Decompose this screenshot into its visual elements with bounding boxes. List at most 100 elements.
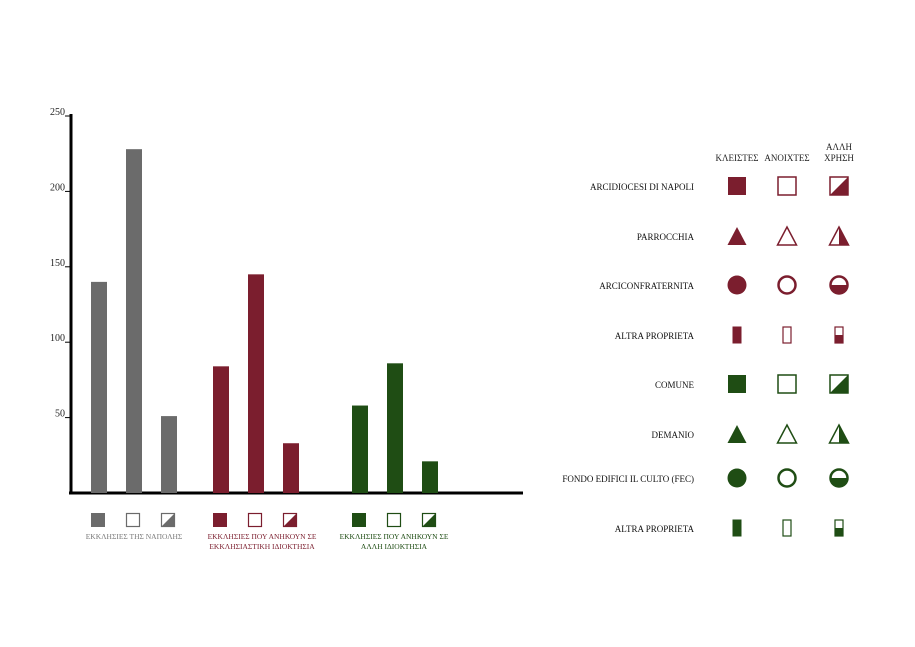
legend-symbol-rect-half (834, 519, 844, 537)
bar (91, 281, 107, 493)
legend-symbol-circle-filled (727, 275, 747, 295)
legend-symbol-circle-empty (777, 275, 797, 295)
legend-row-label: ALTRA PROPRIETA (615, 331, 695, 341)
symbol-square (728, 375, 746, 393)
legend-symbol-square-half (829, 176, 849, 196)
symbol-triangle (776, 225, 798, 246)
legend-symbol-rect-filled (732, 326, 742, 344)
y-tick-label: 250 (50, 107, 65, 118)
legend-row-label: FONDO EDIFICI IL CULTO (FEC) (562, 474, 694, 484)
y-axis: 50 100 150 200 250 (50, 107, 523, 495)
group-legend-label: ΕΚΚΛΗΣΙΕΣ ΠΟΥ ΑΝΗΚΟΥΝ ΣΕ (340, 532, 449, 541)
symbol-square-fill (830, 177, 848, 195)
symbol-circle (777, 468, 797, 488)
bar (352, 405, 368, 493)
symbol-square (728, 177, 746, 195)
symbol-rect (732, 326, 742, 344)
symbol-triangle (727, 227, 747, 245)
symbol-rect-outline (834, 326, 844, 344)
legend-symbol-triangle-empty (776, 423, 798, 444)
symbol-square-outline (829, 374, 849, 394)
symbol-rect-fill (834, 528, 844, 537)
bar (422, 461, 438, 493)
legend-symbol-circle-empty (777, 468, 797, 488)
legend-column-header: ΚΛΕΙΣΤΕΣ (716, 153, 759, 163)
group-legend-swatch (160, 512, 176, 528)
symbol-rect (732, 519, 742, 537)
legend-symbol-circle-filled (727, 468, 747, 488)
group-legend-swatch (247, 512, 263, 528)
symbol-circle (727, 275, 747, 295)
bar (161, 416, 177, 493)
symbol-circle (727, 468, 747, 488)
group-legend-swatch (91, 513, 105, 527)
legend-row-label: ARCICONFRATERNITA (599, 281, 694, 291)
symbol-circle-outline (829, 468, 849, 488)
legend-symbol-rect-half (834, 326, 844, 344)
symbol-rect-fill (834, 335, 844, 344)
legend-symbol-rect-empty (782, 519, 792, 537)
symbol-rect (782, 326, 792, 344)
bar (283, 443, 299, 493)
legend-symbol-triangle-empty (776, 225, 798, 246)
group-legend-label: ΕΚΚΛΗΣΙΕΣ ΠΟΥ ΑΝΗΚΟΥΝ ΣΕ (208, 532, 317, 541)
group-legend-swatch (421, 512, 437, 528)
symbol-square (777, 176, 797, 196)
bar (126, 149, 142, 493)
group-legend-swatch-fill (161, 513, 175, 527)
symbol-square-fill (830, 375, 848, 393)
bar (213, 366, 229, 493)
legend-row-label: ALTRA PROPRIETA (615, 524, 695, 534)
group-legend: ΕΚΚΛΗΣΙΕΣ ΤΗΣ ΝΑΠΟΛΗΣ ΕΚΚΛΗΣΙΕΣ ΠΟΥ ΑΝΗΚΟ… (86, 512, 449, 551)
legend-symbol-square-empty (777, 374, 797, 394)
y-tick-label: 100 (50, 333, 65, 344)
legend-symbol-triangle-half (828, 225, 850, 246)
legend-row-label: COMUNE (655, 380, 695, 390)
bars (91, 149, 438, 493)
symbol-triangle (776, 423, 798, 444)
legend-column-header: ΑΝΟΙΧΤΕΣ (764, 153, 809, 163)
group-legend-swatch (352, 513, 366, 527)
legend-symbol-square-filled (728, 375, 746, 393)
legend-column-header: ΑΛΛΗ (826, 142, 853, 152)
group-legend-swatch-outline (282, 512, 298, 528)
symbol-rect-outline (834, 519, 844, 537)
group-legend-swatch (282, 512, 298, 528)
symbol-circle-outline (829, 275, 849, 295)
legend-column-header: ΧΡΗΣΗ (824, 153, 854, 163)
y-tick-label: 200 (50, 182, 65, 193)
legend-symbol-triangle-filled (727, 425, 747, 443)
group-legend-label: ΕΚΚΛΗΣΙΕΣ ΤΗΣ ΝΑΠΟΛΗΣ (86, 532, 183, 541)
legend-row-label: ARCIDIOCESI DI NAPOLI (590, 182, 694, 192)
group-legend-swatch (213, 513, 227, 527)
y-tick-label: 50 (55, 409, 65, 420)
bar (387, 363, 403, 493)
group-legend-swatch (125, 512, 141, 528)
symbol-triangle-outline (828, 225, 850, 246)
symbol-triangle-outline (828, 423, 850, 444)
legend-row-label: PARROCCHIA (637, 232, 695, 242)
legend-symbol-triangle-filled (727, 227, 747, 245)
group-legend-swatch-fill (422, 513, 436, 527)
legend-symbol-circle-half (829, 468, 849, 488)
legend-symbol-circle-half (829, 275, 849, 295)
group-legend-swatch (386, 512, 402, 528)
legend-symbol-rect-empty (782, 326, 792, 344)
y-tick-label: 150 (50, 258, 65, 269)
symbol-square (777, 374, 797, 394)
symbol-triangle (727, 425, 747, 443)
bar (248, 274, 264, 493)
group-legend-label: ΕΚΚΛΗΣΙΑΣΤΙΚΗ ΙΔΙΟΚΤΗΣΙΑ (209, 542, 315, 551)
symbol-square-outline (829, 176, 849, 196)
legend-symbol-rect-filled (732, 519, 742, 537)
group-legend-swatch-fill (283, 513, 297, 527)
legend-symbol-triangle-half (828, 423, 850, 444)
group-legend-swatch-outline (421, 512, 437, 528)
legend-symbol-square-empty (777, 176, 797, 196)
symbol-circle (777, 275, 797, 295)
group-legend-label: ΑΛΛΗ ΙΔΙΟΚΤΗΣΙΑ (361, 542, 428, 551)
legend-symbol-square-filled (728, 177, 746, 195)
group-legend-swatch-outline (160, 512, 176, 528)
